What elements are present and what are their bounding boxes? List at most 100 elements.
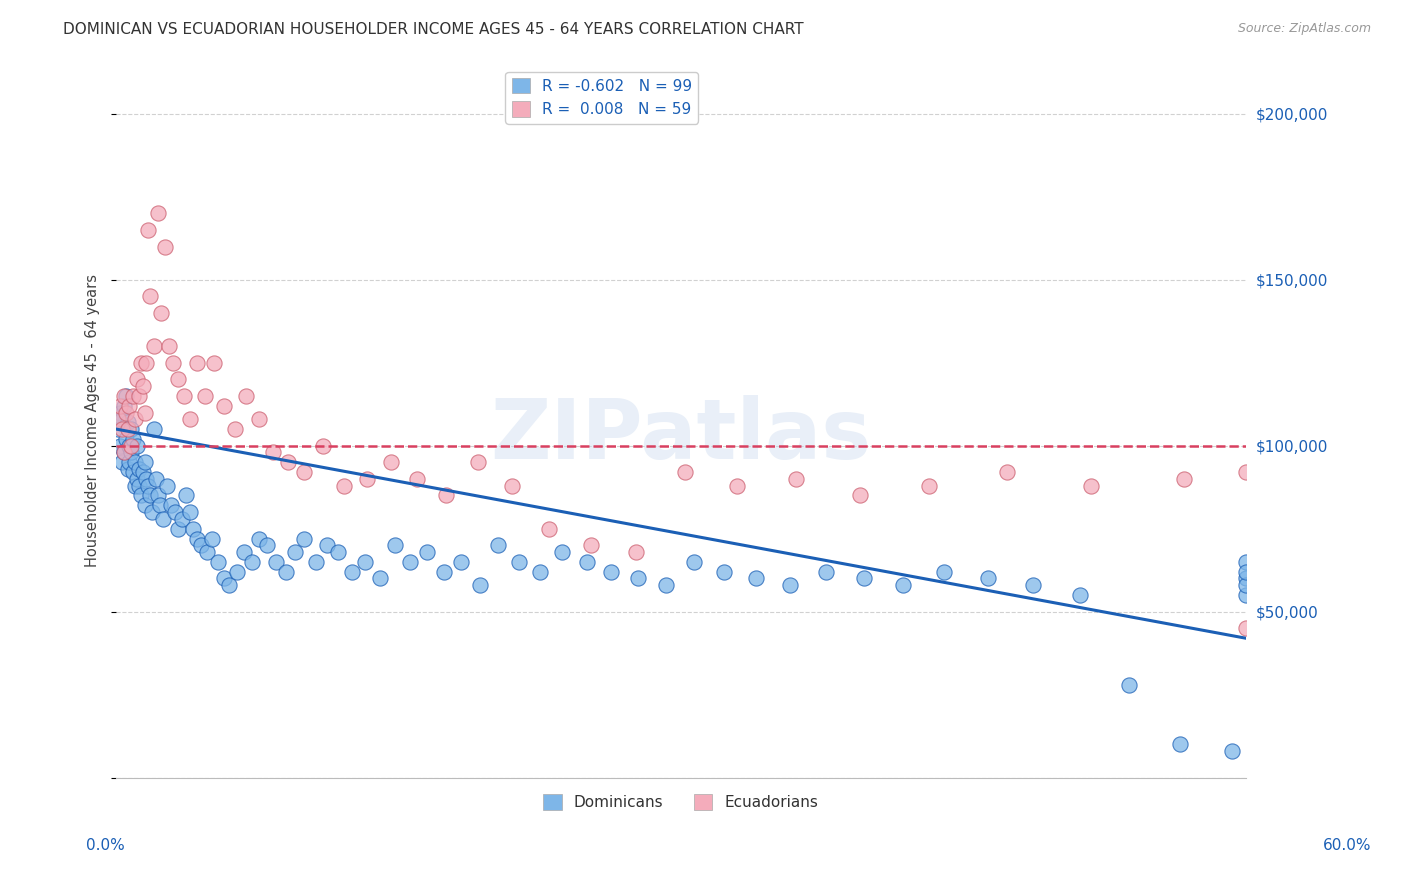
Point	[433, 565, 456, 579]
Point	[316, 538, 339, 552]
Point	[146, 488, 169, 502]
Point	[207, 555, 229, 569]
Point	[486, 538, 509, 552]
Point	[117, 422, 139, 436]
Point	[112, 445, 135, 459]
Point	[112, 445, 135, 459]
Point	[108, 405, 131, 419]
Point	[600, 565, 623, 579]
Point	[1234, 621, 1257, 635]
Point	[1234, 565, 1257, 579]
Point	[977, 571, 1000, 585]
Point	[173, 389, 195, 403]
Point	[122, 432, 145, 446]
Point	[186, 532, 208, 546]
Point	[814, 565, 837, 579]
Point	[368, 571, 391, 585]
Point	[122, 465, 145, 479]
Point	[120, 422, 142, 436]
Point	[538, 522, 561, 536]
Point	[142, 422, 165, 436]
Point	[135, 356, 157, 370]
Point	[673, 465, 696, 479]
Point	[201, 532, 224, 546]
Point	[294, 532, 316, 546]
Point	[120, 439, 142, 453]
Point	[779, 578, 801, 592]
Point	[655, 578, 678, 592]
Point	[131, 465, 153, 479]
Point	[136, 478, 159, 492]
Point	[1080, 478, 1102, 492]
Point	[212, 399, 235, 413]
Point	[111, 422, 134, 436]
Point	[114, 405, 136, 419]
Point	[128, 389, 150, 403]
Point	[235, 389, 257, 403]
Point	[195, 545, 218, 559]
Point	[1118, 678, 1140, 692]
Point	[152, 512, 174, 526]
Point	[141, 505, 163, 519]
Point	[108, 439, 131, 453]
Point	[745, 571, 768, 585]
Point	[125, 472, 148, 486]
Point	[995, 465, 1018, 479]
Point	[129, 356, 152, 370]
Point	[134, 455, 156, 469]
Point	[1234, 571, 1257, 585]
Point	[508, 555, 530, 569]
Point	[328, 545, 350, 559]
Point	[139, 488, 162, 502]
Point	[155, 239, 177, 253]
Text: Source: ZipAtlas.com: Source: ZipAtlas.com	[1237, 22, 1371, 36]
Point	[467, 455, 489, 469]
Point	[450, 555, 472, 569]
Point	[146, 206, 169, 220]
Point	[264, 555, 287, 569]
Point	[108, 399, 131, 413]
Point	[333, 478, 356, 492]
Point	[918, 478, 941, 492]
Y-axis label: Householder Income Ages 45 - 64 years: Householder Income Ages 45 - 64 years	[86, 275, 100, 567]
Point	[118, 399, 141, 413]
Text: 60.0%: 60.0%	[1323, 838, 1371, 854]
Point	[179, 505, 201, 519]
Point	[148, 499, 170, 513]
Point	[179, 412, 201, 426]
Point	[224, 422, 246, 436]
Point	[128, 462, 150, 476]
Point	[150, 306, 173, 320]
Point	[107, 412, 129, 426]
Point	[125, 372, 148, 386]
Point	[1022, 578, 1045, 592]
Point	[340, 565, 363, 579]
Point	[218, 578, 240, 592]
Point	[112, 389, 135, 403]
Point	[157, 339, 180, 353]
Point	[172, 512, 194, 526]
Point	[167, 372, 190, 386]
Point	[174, 488, 197, 502]
Point	[294, 465, 316, 479]
Point	[129, 488, 152, 502]
Point	[233, 545, 256, 559]
Point	[1234, 465, 1257, 479]
Point	[551, 545, 574, 559]
Point	[160, 499, 183, 513]
Point	[1234, 588, 1257, 602]
Point	[240, 555, 263, 569]
Point	[142, 339, 165, 353]
Point	[848, 488, 870, 502]
Point	[434, 488, 457, 502]
Text: ZIPatlas: ZIPatlas	[491, 394, 872, 475]
Point	[529, 565, 551, 579]
Point	[934, 565, 956, 579]
Point	[124, 412, 146, 426]
Point	[713, 565, 735, 579]
Point	[118, 455, 141, 469]
Point	[145, 472, 167, 486]
Point	[163, 505, 186, 519]
Point	[384, 538, 406, 552]
Point	[1168, 737, 1191, 751]
